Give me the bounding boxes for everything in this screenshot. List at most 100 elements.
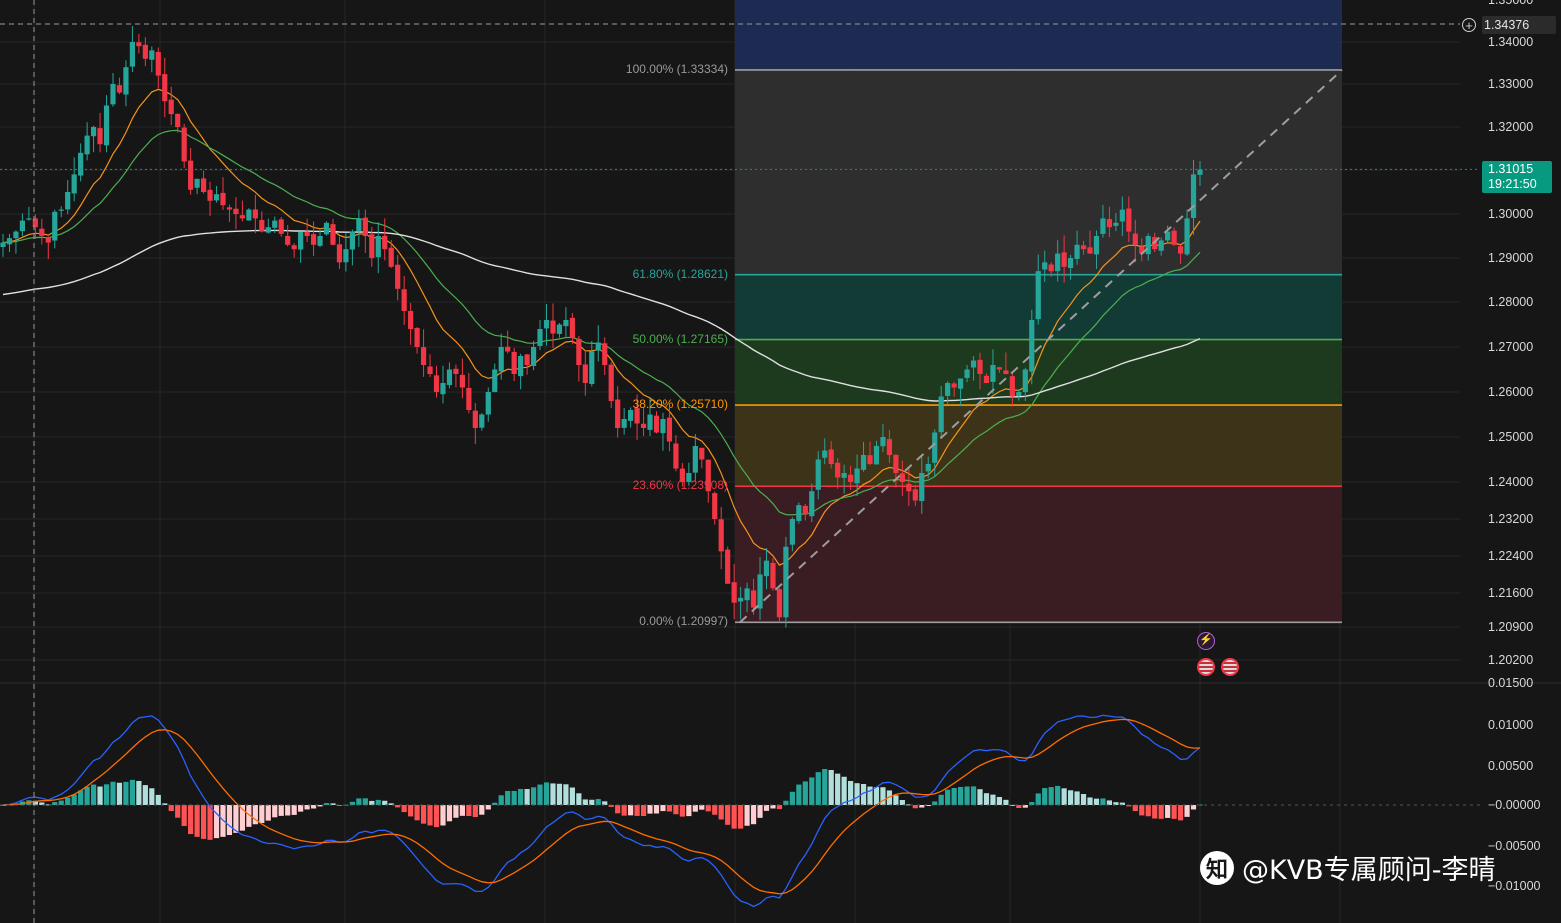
- candle-body: [796, 505, 802, 521]
- us-flag-icon[interactable]: [1197, 658, 1215, 676]
- macd-histogram-bar: [420, 805, 427, 824]
- candle-body: [39, 228, 45, 236]
- macd-histogram-bar: [983, 793, 990, 805]
- macd-histogram-bar: [136, 780, 142, 805]
- candle-body: [925, 464, 931, 472]
- price-tick-label: 1.20900: [1488, 620, 1534, 634]
- macd-histogram-bar: [330, 803, 336, 805]
- candle-body: [0, 242, 6, 247]
- macd-histogram-bar: [1100, 798, 1106, 805]
- lightning-icon[interactable]: ⚡: [1197, 632, 1215, 650]
- macd-histogram-bar: [576, 793, 582, 805]
- chart-overlays: [0, 0, 1480, 923]
- macd-histogram-bar: [589, 799, 595, 805]
- macd-histogram-bar: [543, 782, 550, 805]
- macd-histogram-bar: [155, 794, 161, 805]
- macd-histogram-bar: [666, 805, 673, 812]
- candle-body: [149, 50, 155, 60]
- macd-histogram-bar: [304, 805, 310, 810]
- macd-histogram-bar: [369, 800, 375, 805]
- candle-body: [220, 192, 226, 206]
- candle-body: [1009, 376, 1015, 397]
- macd-histogram-bar: [252, 805, 258, 825]
- candle-body: [640, 423, 647, 428]
- macd-histogram-bar: [1048, 787, 1054, 805]
- candle-body: [1177, 246, 1184, 254]
- macd-histogram-bar: [660, 805, 666, 812]
- candle-body: [6, 238, 13, 245]
- macd-histogram-bar: [738, 805, 744, 829]
- macd-histogram-bar: [919, 805, 925, 808]
- candle-body: [1029, 320, 1035, 372]
- candle-body: [492, 369, 498, 392]
- candle-body: [835, 462, 841, 478]
- macd-histogram-bar: [686, 805, 692, 817]
- signal-line: [2, 718, 1201, 895]
- candle-body: [356, 218, 362, 231]
- candle-body: [382, 235, 388, 250]
- macd-histogram-bar: [349, 801, 355, 805]
- macd-histogram-bar: [958, 786, 964, 805]
- ema-slow-line: [2, 229, 1201, 402]
- candle-body: [873, 446, 880, 465]
- us-flag-icon[interactable]: [1221, 658, 1239, 676]
- macd-histogram-bar: [679, 805, 685, 817]
- candle-body: [1080, 245, 1087, 250]
- candle-body: [815, 459, 821, 490]
- candle-body: [893, 454, 899, 473]
- candle-body: [692, 446, 698, 473]
- candle-body: [1055, 253, 1061, 272]
- candle-body: [576, 338, 582, 365]
- macd-histogram-bar: [1177, 805, 1184, 821]
- macd-histogram-bar: [265, 805, 271, 821]
- macd-tick-label: 0.01500: [1488, 676, 1534, 690]
- candle-body: [485, 392, 491, 415]
- candle-body: [518, 356, 524, 377]
- candle-body: [666, 417, 673, 442]
- macd-histogram-bar: [479, 805, 485, 815]
- macd-histogram-bar: [731, 805, 737, 829]
- macd-histogram-bar: [395, 805, 401, 808]
- candle-body: [524, 354, 530, 365]
- macd-histogram-bar: [828, 769, 834, 805]
- crosshair-price-badge: + 1.34376: [1462, 16, 1556, 34]
- macd-histogram-bar: [323, 803, 330, 805]
- macd-histogram-bar: [97, 786, 103, 805]
- candle-body: [194, 178, 200, 188]
- candle-body: [252, 209, 258, 219]
- price-tick-label: 1.26000: [1488, 385, 1534, 399]
- candle-body: [129, 42, 136, 67]
- macd-tick-label: 0.00500: [1488, 759, 1534, 773]
- macd-histogram-bar: [142, 785, 148, 805]
- macd-histogram-bar: [653, 805, 660, 814]
- candle-body: [1119, 209, 1125, 222]
- macd-histogram-bar: [783, 800, 789, 805]
- candle-body: [550, 320, 556, 334]
- macd-histogram-bar: [776, 805, 783, 810]
- candle-body: [854, 468, 860, 484]
- candle-body: [1126, 208, 1132, 232]
- candle-body: [725, 549, 731, 584]
- macd-histogram-bar: [1029, 802, 1035, 805]
- macd-histogram-bar: [718, 805, 724, 820]
- macd-histogram-bar: [854, 783, 860, 805]
- macd-histogram-bar: [809, 777, 815, 805]
- candle-body: [1113, 222, 1119, 226]
- candle-body: [317, 236, 323, 246]
- macd-histogram-bar: [1016, 805, 1022, 809]
- macd-histogram-bar: [356, 798, 362, 805]
- candle-body: [116, 85, 123, 93]
- candle-body: [906, 483, 912, 492]
- candle-body: [789, 519, 795, 545]
- plus-circle-icon[interactable]: +: [1462, 18, 1476, 32]
- price-tick-label: 1.30000: [1488, 207, 1534, 221]
- macd-histogram-bar: [65, 797, 71, 805]
- macd-histogram-bar: [518, 788, 524, 805]
- candle-body: [330, 224, 336, 245]
- macd-histogram-bar: [1067, 790, 1074, 805]
- macd-histogram-bar: [848, 780, 854, 805]
- candle-body: [945, 383, 951, 396]
- macd-histogram-bar: [550, 783, 556, 805]
- macd-histogram-bar: [880, 787, 886, 805]
